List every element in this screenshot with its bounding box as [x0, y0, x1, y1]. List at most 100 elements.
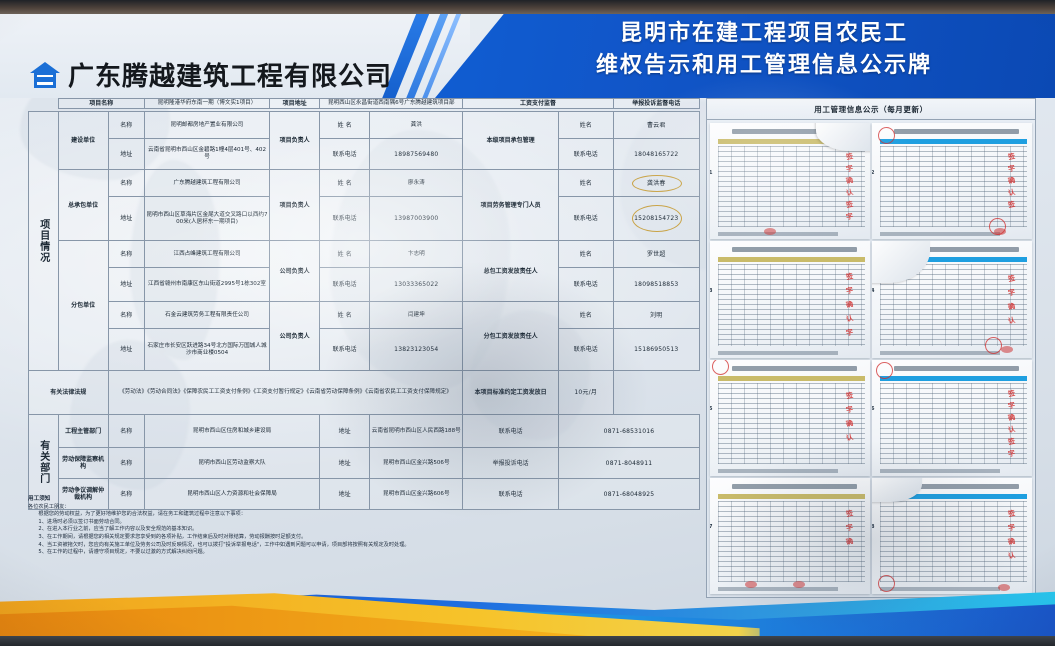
right-label: 姓名 — [557, 169, 614, 197]
dept-phone: 0871-68048925 — [557, 478, 701, 510]
table-row: 总承包单位 名称 广东腾越建筑工程有限公司 项目负责人 姓 名 廖永涛 项目劳务… — [29, 169, 701, 241]
mid-label: 总包工资发放责任人 — [462, 240, 559, 302]
document-index: 6 — [872, 406, 875, 412]
sub-label: 地址 — [107, 328, 146, 371]
role-label: 联系电话 — [319, 138, 371, 170]
right-value: 18048165722 — [612, 138, 701, 170]
posted-document: 签字 确认 字 3 — [710, 241, 870, 358]
role-label: 姓 名 — [319, 111, 371, 139]
board-content: 项目名称 昆明隆港华府东南一期（博文实1项目） 项目地址 昆明西山区永昌街道西南… — [0, 98, 1055, 638]
dept-value: 昆明市西山区住房和城乡建设局 — [143, 414, 321, 448]
mid-label: 项目劳务管理专门人员 — [462, 169, 559, 241]
posted-document: 签字 确认 8 — [872, 477, 1032, 594]
posted-document: 签字 确认 5 — [710, 359, 870, 476]
cell-value: 昆明邮都房地产置业有限公司 — [143, 111, 271, 139]
notice-title: 用工须知 — [28, 496, 51, 502]
header-spacer — [29, 99, 59, 112]
dept-addr: 云南省昆明市西山区人民西路188号 — [369, 414, 464, 448]
info-table: 项目名称 昆明隆港华府东南一期（博文实1项目） 项目地址 昆明西山区永昌街道西南… — [28, 98, 701, 510]
role-label: 姓 名 — [319, 240, 371, 268]
law-row: 有关法律法规 《劳动法》《劳动合同法》《保障农民工工资支付条例》《工资支付暂行规… — [28, 370, 700, 415]
project-name-value: 昆明隆港华府东南一期（博文实1项目） — [143, 98, 271, 109]
sub-label: 地址 — [107, 267, 146, 302]
cell-value: 昆明市西山区草海片区金尾大道交叉路口以西约700米(人居杯东一期项目) — [143, 196, 271, 241]
posted-document: 签字 确认 签字 1 — [710, 123, 870, 240]
posted-documents-grid: 签字 确认 签字 1 签字 确认 签 — [706, 120, 1036, 598]
sub-label: 名称 — [107, 240, 146, 268]
header-blue-wedge — [435, 10, 1055, 98]
company-responsible-label: 公司负责人 — [269, 301, 321, 371]
right-label: 姓名 — [557, 111, 614, 139]
board-title: 昆明市在建工程项目农民工 维权告示和用工管理信息公示牌 — [499, 18, 1029, 82]
role-label: 联系电话 — [319, 328, 371, 371]
col-project-addr: 项目地址 — [269, 98, 321, 109]
notice-salutation: 各位农民工朋友： — [28, 503, 70, 510]
dept-value: 昆明市西山区劳动监察大队 — [143, 447, 321, 479]
mid-label: 分包工资发放责任人 — [462, 301, 559, 371]
wage-day-label: 本项目标准约定工资发放日 — [462, 370, 559, 415]
right-value: 龚洪春 — [612, 169, 701, 197]
dept-name-label: 劳动争议调解仲裁机构 — [57, 478, 109, 510]
right-value: 15208154723 — [612, 196, 701, 241]
board-title-line2: 维权告示和用工管理信息公示牌 — [595, 53, 932, 78]
dept-addr: 昆明市西山区金兴路506号 — [369, 447, 464, 479]
dept-addr-label: 地址 — [319, 478, 371, 510]
cell-value: 江西省赣州市南康区东山街道2995号1栋302室 — [143, 267, 271, 302]
role-value: 闫建坤 — [369, 301, 464, 329]
labor-info-board: 用工管理信息公示（每月更新） 签字 确认 签字 1 — [706, 98, 1036, 598]
right-value: 罗世超 — [612, 240, 701, 268]
law-value: 《劳动法》《劳动合同法》《保障农民工工资支付条例》《工资支付暂行规定》《云南省劳… — [107, 370, 464, 415]
right-label: 联系电话 — [557, 328, 614, 371]
mid-label: 本级项目承包管理 — [462, 111, 559, 170]
sub-label: 名称 — [107, 301, 146, 329]
document-index: 2 — [872, 169, 875, 176]
col-wage-payment: 工资支付监督 — [462, 98, 614, 109]
role-label: 姓 名 — [319, 301, 371, 329]
role-value: 13823123054 — [369, 328, 464, 371]
col-project-name: 项目名称 — [57, 98, 146, 109]
project-manager-label: 项目负责人 — [269, 169, 321, 241]
group-label: 总承包单位 — [57, 169, 109, 241]
table-row: 地址 昆明市西山区草海片区金尾大道交叉路口以西约700米(人居杯东一期项目) 联… — [29, 196, 701, 241]
wage-day-value: 10元/月 — [557, 370, 614, 415]
dept-addr-label: 地址 — [319, 447, 371, 479]
document-index: 1 — [710, 169, 713, 176]
group-label: 分包单位 — [57, 240, 109, 371]
notice-item: 4、当工资被拖欠时，您应向有关施工单位及劳务公司及时反映情况，也可以拨打"投诉举… — [38, 541, 410, 548]
dept-phone: 0871-8048911 — [557, 447, 701, 479]
dept-sub-label: 名称 — [107, 414, 146, 448]
table-row: 分包单位 名称 江西占峰建筑工程有限公司 公司负责人 姓 名 卞志明 总包工资发… — [29, 240, 701, 371]
dept-sub-label: 名称 — [107, 447, 146, 479]
document-index: 3 — [710, 287, 713, 294]
table-row: 地址 江西省赣州市南康区东山街道2995号1栋302室 联系电话 1303336… — [29, 267, 701, 302]
dept-name-label: 劳动保障监察机构 — [57, 447, 109, 479]
sub-label: 名称 — [107, 111, 146, 139]
cell-value: 石家庄市长安区跃进路34号北方国际万国城人城沙市商业楼0504 — [143, 328, 271, 371]
right-label: 姓名 — [557, 240, 614, 268]
posted-document: 签字 确认 4 — [872, 241, 1032, 358]
cell-value: 云南省昆明市西山区金碧路1幢4层401号、402号 — [143, 138, 271, 170]
cell-value: 江西占峰建筑工程有限公司 — [143, 240, 271, 268]
company-owner-label: 公司负责人 — [269, 240, 321, 302]
sub-label: 地址 — [107, 196, 146, 241]
notice-item: 3、在工作期间，请根据您的相关规定要求您享受到的各项补贴，工作结束后及时对账结算… — [38, 533, 307, 540]
role-value: 18987569480 — [369, 138, 464, 170]
right-value: 刘明 — [612, 301, 701, 329]
role-label: 联系电话 — [319, 267, 371, 302]
dept-addr: 昆明市西山区金兴路606号 — [369, 478, 464, 510]
dept-sub-label: 名称 — [107, 478, 146, 510]
document-index: 4 — [872, 287, 875, 294]
role-value: 13987003900 — [369, 196, 464, 241]
dept-name-label: 工程主管部门 — [57, 414, 109, 448]
notice-intro: 根据您的劳动权益，为了更好地维护您的合法权益，请在务工和建筑过程中注意以下事项： — [38, 511, 246, 518]
posted-document: 签字 确认 签字 6 — [872, 359, 1032, 476]
sub-label: 地址 — [107, 138, 146, 170]
notice-item: 1、进场时必须以签订书面劳动合同。 — [38, 518, 125, 525]
sub-label: 名称 — [107, 169, 146, 197]
dept-row: 有关部门 工程主管部门 名称 昆明市西山区住房和城乡建设局 地址 云南省昆明市西… — [28, 414, 701, 510]
role-value: 龚洪 — [369, 111, 464, 139]
notice-block: 用工须知 各位农民工朋友： 根据您的劳动权益，为了更好地维护您的合法权益，请在务… — [28, 496, 700, 557]
dept-phone-label: 举报投诉电话 — [462, 447, 559, 479]
project-addr-value: 昆明西山区永昌街道西南隅6号广东腾越建筑项目部 — [319, 98, 464, 109]
table-row: 名称 石金云建筑劳务工程有限责任公司 公司负责人 姓 名 闫建坤 分包工资发放责… — [29, 301, 701, 371]
